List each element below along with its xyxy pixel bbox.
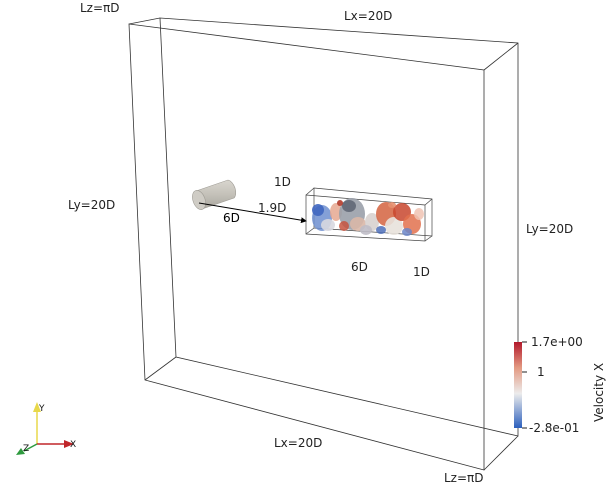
- lx-bottom-label: Lx=20D: [274, 436, 322, 450]
- box-length-label: 6D: [351, 260, 368, 274]
- vortex-structures: [312, 198, 424, 236]
- colorbar-mid-label: 1: [537, 365, 545, 379]
- colorbar-max-label: 1.7e+00: [531, 335, 583, 349]
- colorbar-title: Velocity X: [592, 363, 606, 422]
- ly-right-label: Ly=20D: [526, 222, 573, 236]
- box-depth-label: 1D: [413, 265, 430, 279]
- gap-label: 1.9D: [258, 201, 286, 215]
- orientation-axes: Y X Z: [16, 402, 76, 455]
- ly-left-label: Ly=20D: [68, 198, 115, 212]
- cylinder: [192, 179, 237, 210]
- axis-x-label: X: [70, 440, 76, 450]
- lz-top-label: Lz=πD: [80, 1, 120, 15]
- box-height-label: 1D: [274, 175, 291, 189]
- lz-bottom-label: Lz=πD: [444, 471, 484, 485]
- distance-label: 6D: [223, 211, 240, 225]
- colorbar-min-label: -2.8e-01: [529, 421, 579, 435]
- axis-y-label: Y: [38, 404, 45, 414]
- axis-z-label: Z: [23, 444, 29, 454]
- distance-arrow: [198, 202, 307, 224]
- domain-box: [128, 17, 519, 471]
- lx-top-label: Lx=20D: [344, 9, 392, 23]
- color-bar: 1.7e+00 1 -2.8e-01 Velocity X: [514, 335, 606, 435]
